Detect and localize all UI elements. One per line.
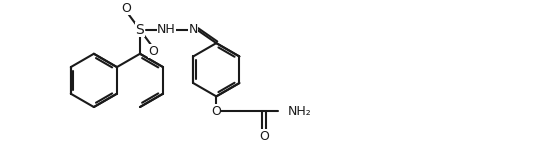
Text: NH: NH xyxy=(157,23,176,36)
Text: N: N xyxy=(188,23,198,36)
Text: NH₂: NH₂ xyxy=(288,105,312,117)
Text: O: O xyxy=(259,130,269,143)
Text: S: S xyxy=(135,23,144,37)
Text: O: O xyxy=(121,2,132,15)
Text: O: O xyxy=(211,105,221,117)
Text: O: O xyxy=(149,45,158,58)
